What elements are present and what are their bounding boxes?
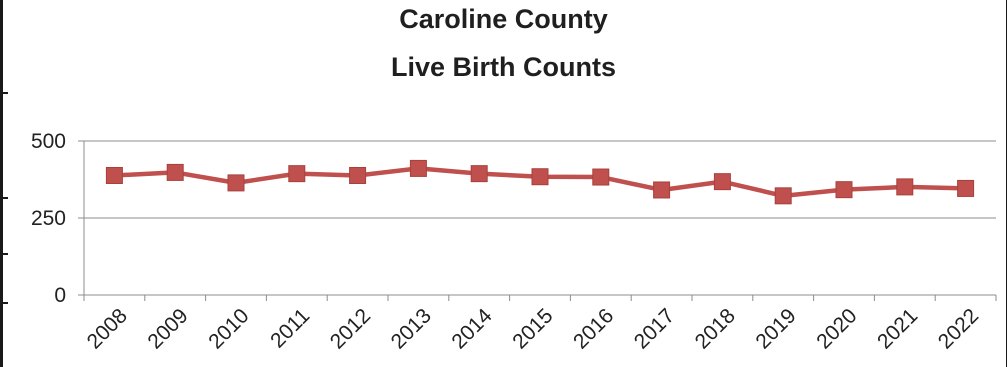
series-group xyxy=(105,159,975,205)
frame-tick xyxy=(0,92,8,94)
data-point-marker xyxy=(653,181,671,199)
data-point-marker xyxy=(835,181,853,199)
y-axis-labels: 0 250 500 xyxy=(31,130,66,307)
x-tick-label: 2011 xyxy=(266,304,314,352)
x-tick-label: 2022 xyxy=(934,304,983,353)
x-tick-label: 2015 xyxy=(508,304,557,353)
x-tick-label: 2020 xyxy=(812,304,861,353)
data-point-marker xyxy=(531,168,549,186)
x-tick-label: 2009 xyxy=(143,304,192,353)
x-tick-label: 2021 xyxy=(873,304,922,353)
frame-tick xyxy=(0,302,8,304)
data-point-marker xyxy=(470,165,488,183)
x-axis-labels: 2008 2009 2010 2011 2012 2013 2014 2015 2016 2017… xyxy=(83,304,983,354)
data-point-marker xyxy=(957,179,975,197)
data-point-marker xyxy=(166,163,184,181)
axes xyxy=(78,140,997,301)
y-tick-label: 250 xyxy=(31,207,66,230)
frame-tick xyxy=(0,197,8,199)
chart-title-line-1: Caroline County xyxy=(399,4,608,34)
x-tick-label: 2014 xyxy=(447,304,497,354)
x-tick-label: 2016 xyxy=(569,304,618,353)
data-point-marker xyxy=(592,168,610,186)
data-point-marker xyxy=(288,165,306,183)
x-tick-label: 2017 xyxy=(630,304,679,353)
data-point-marker xyxy=(896,178,914,196)
data-point-marker xyxy=(105,166,123,184)
data-point-marker xyxy=(774,187,792,205)
data-point-marker xyxy=(349,166,367,184)
gridlines xyxy=(84,140,996,219)
y-tick-label: 500 xyxy=(31,130,66,153)
data-point-marker xyxy=(409,159,427,177)
frame-tick xyxy=(0,253,8,255)
chart-title-line-2: Live Birth Counts xyxy=(390,52,616,82)
y-tick-label: 0 xyxy=(54,284,66,307)
x-tick-label: 2012 xyxy=(326,304,375,353)
x-tick-label: 2010 xyxy=(204,304,253,353)
data-point-marker xyxy=(713,173,731,191)
data-point-marker xyxy=(227,174,245,192)
x-tick-label: 2018 xyxy=(691,304,740,353)
x-tick-label: 2019 xyxy=(751,304,800,353)
frame-left-border xyxy=(0,0,3,367)
x-tick-label: 2008 xyxy=(83,304,132,353)
x-tick-label: 2013 xyxy=(387,304,436,353)
